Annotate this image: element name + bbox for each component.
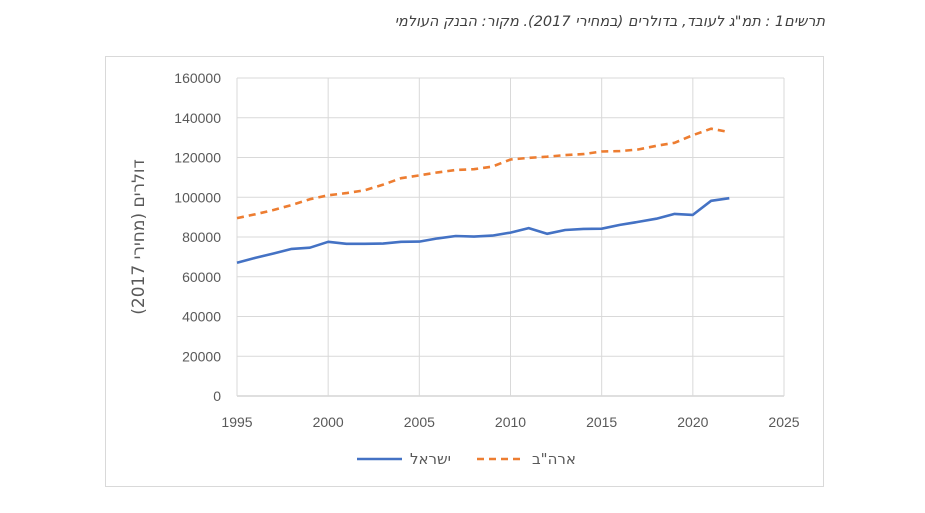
y-axis-label: דולרים (מחירי 2017) [129, 159, 149, 314]
series-line-1 [236, 196, 730, 265]
x-tick-label: 2020 [677, 414, 708, 430]
y-tick-labels: 0 20000 40000 60000 80000 100000 120000 140000 1… [174, 70, 221, 404]
y-tick-label: 140000 [174, 110, 221, 126]
legend-label-2: ארה"ב [532, 450, 576, 468]
x-tick-label: 2005 [404, 414, 435, 430]
y-tick-label: 40000 [182, 309, 221, 325]
x-tick-label: 1995 [221, 414, 252, 430]
y-tick-label: 120000 [174, 150, 221, 166]
figure-caption: תרשים1 : תמ"ג לעובד, בדולרים (במחירי 201… [394, 14, 825, 30]
y-tick-label: 160000 [174, 70, 221, 86]
legend-label-1: ישראל [410, 450, 451, 468]
x-tick-label: 2010 [495, 414, 526, 430]
y-tick-label: 0 [213, 388, 221, 404]
series-line-2 [236, 127, 730, 220]
y-tick-label: 20000 [182, 348, 221, 364]
x-tick-label: 2000 [313, 414, 344, 430]
legend: ישראל ארה"ב [357, 450, 576, 468]
gridlines [236, 77, 785, 397]
series-lines [236, 127, 730, 265]
chart-frame [105, 56, 824, 487]
x-tick-label: 2015 [586, 414, 617, 430]
y-tick-label: 100000 [174, 189, 221, 205]
x-tick-label: 2025 [768, 414, 799, 430]
y-tick-label: 60000 [182, 269, 221, 285]
y-tick-label: 80000 [182, 229, 221, 245]
x-tick-labels: 1995 2000 2005 2010 2015 2020 2025 [221, 414, 799, 430]
